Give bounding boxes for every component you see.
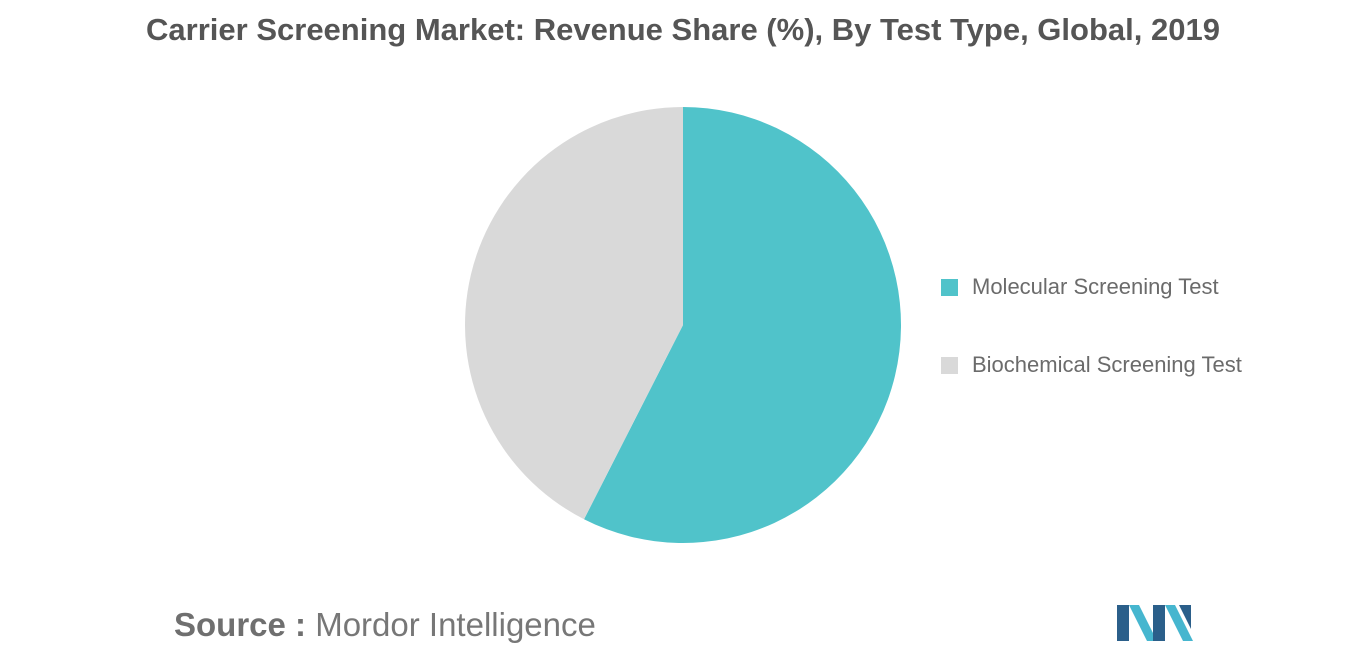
legend-swatch-molecular	[941, 278, 958, 296]
legend-label-molecular: Molecular Screening Test	[972, 274, 1219, 299]
pie-slice-molecular-screening-test	[584, 107, 902, 543]
legend: Molecular Screening Test Biochemical Scr…	[941, 272, 1242, 428]
legend-label-biochemical: Biochemical Screening Test	[972, 352, 1242, 377]
source-line: Source : Mordor Intelligence	[174, 606, 596, 644]
legend-item-biochemical: Biochemical Screening Test	[941, 350, 1242, 380]
source-text: Mordor Intelligence	[315, 606, 596, 643]
pie-slices	[465, 107, 902, 543]
source-prefix: Source :	[174, 606, 307, 643]
mordor-intelligence-logo-icon	[1117, 605, 1193, 641]
chart-title: Carrier Screening Market: Revenue Share …	[146, 12, 1220, 47]
legend-swatch-biochemical	[941, 356, 958, 374]
pie-slice-biochemical-screening-test	[465, 107, 683, 520]
legend-item-molecular: Molecular Screening Test	[941, 272, 1242, 302]
